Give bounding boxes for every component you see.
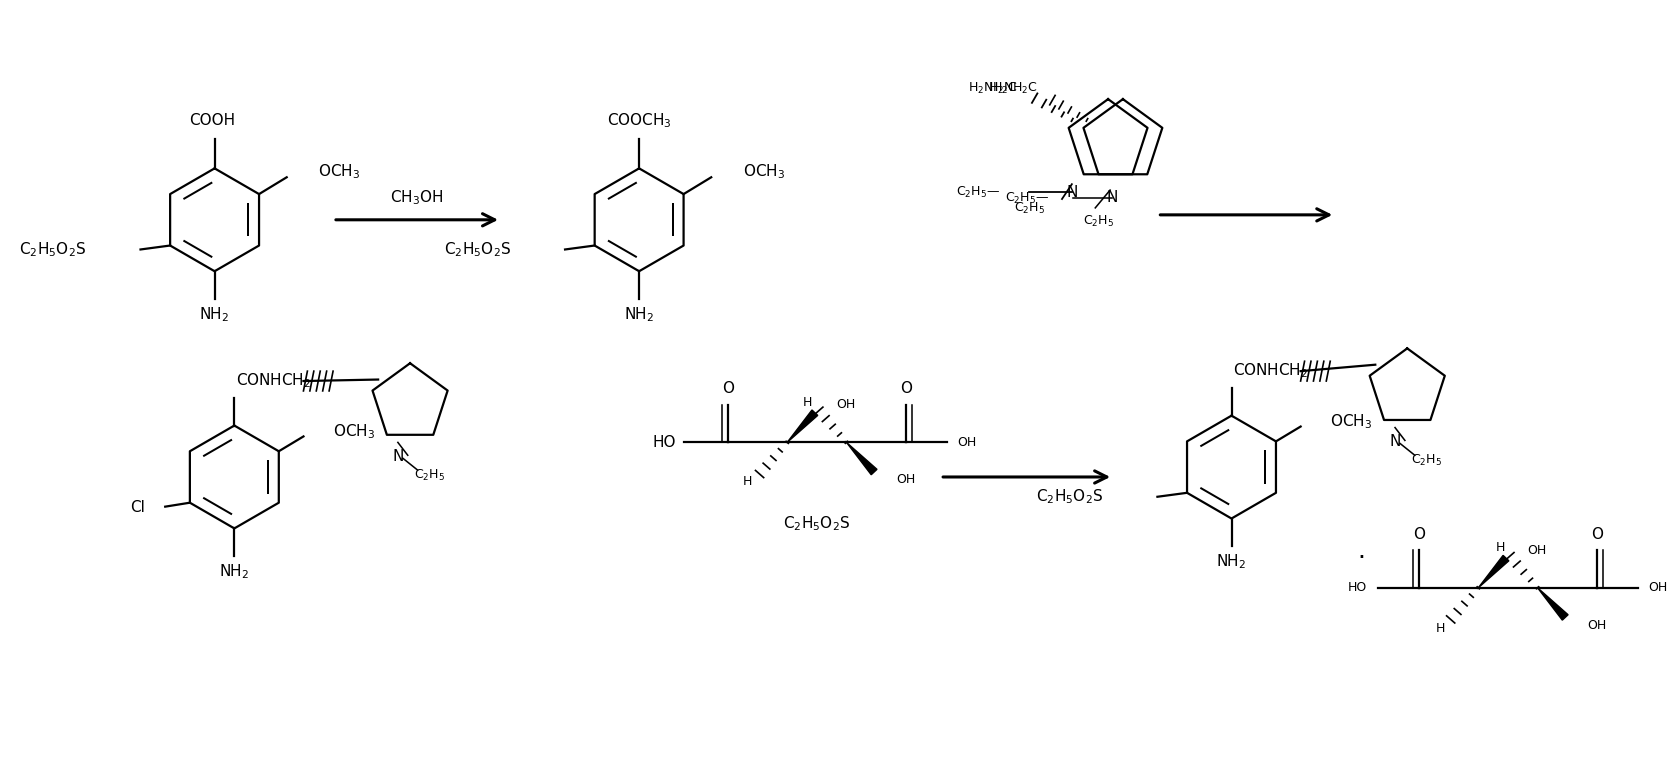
Text: OH: OH — [1587, 619, 1606, 632]
Text: OCH$_3$: OCH$_3$ — [742, 162, 784, 180]
Polygon shape — [1478, 555, 1508, 588]
Text: OH: OH — [1649, 581, 1668, 594]
Text: H$_2$NH$_2$C: H$_2$NH$_2$C — [989, 81, 1037, 96]
Text: C$_2$H$_5$: C$_2$H$_5$ — [1014, 201, 1044, 217]
Text: H: H — [1436, 622, 1445, 635]
Text: HO: HO — [652, 435, 675, 450]
Text: CH$_3$OH: CH$_3$OH — [391, 189, 444, 207]
Text: ·: · — [1358, 546, 1366, 570]
Polygon shape — [788, 410, 818, 442]
Text: C$_2$H$_5$O$_2$S: C$_2$H$_5$O$_2$S — [18, 240, 85, 259]
Text: C$_2$H$_5$: C$_2$H$_5$ — [414, 468, 446, 482]
Text: C$_2$H$_5$: C$_2$H$_5$ — [1411, 452, 1441, 468]
Text: N: N — [392, 449, 404, 464]
Text: OH: OH — [1529, 544, 1547, 557]
Text: H$_2$NH$_2$C: H$_2$NH$_2$C — [969, 81, 1017, 96]
Text: OH: OH — [836, 399, 856, 412]
Text: NH$_2$: NH$_2$ — [220, 563, 250, 581]
Text: OH: OH — [897, 473, 915, 486]
Text: OCH$_3$: OCH$_3$ — [318, 162, 360, 180]
Text: O: O — [1413, 527, 1425, 542]
Text: N: N — [1066, 184, 1078, 200]
Text: O: O — [1591, 527, 1602, 542]
Text: HO: HO — [1348, 581, 1368, 594]
Text: OCH$_3$: OCH$_3$ — [1331, 412, 1373, 431]
Text: H: H — [803, 396, 811, 409]
Text: C$_2$H$_5$O$_2$S: C$_2$H$_5$O$_2$S — [783, 514, 850, 533]
Text: C$_2$H$_5$—: C$_2$H$_5$— — [955, 184, 1001, 200]
Text: CONHCH$_2$: CONHCH$_2$ — [236, 372, 312, 390]
Text: N: N — [1389, 434, 1401, 449]
Text: O: O — [900, 382, 912, 396]
Text: N: N — [1106, 190, 1118, 206]
Text: COOH: COOH — [189, 114, 236, 128]
Text: C$_2$H$_5$O$_2$S: C$_2$H$_5$O$_2$S — [444, 240, 511, 259]
Text: OH: OH — [957, 436, 977, 449]
Polygon shape — [1537, 588, 1569, 620]
Text: CONHCH$_2$: CONHCH$_2$ — [1234, 362, 1309, 380]
Text: NH$_2$: NH$_2$ — [1217, 553, 1247, 571]
Text: H: H — [1495, 541, 1505, 554]
Text: Cl: Cl — [131, 500, 146, 515]
Text: NH$_2$: NH$_2$ — [623, 306, 654, 324]
Text: COOCH$_3$: COOCH$_3$ — [607, 111, 672, 131]
Text: H: H — [742, 475, 753, 488]
Text: O: O — [722, 382, 734, 396]
Polygon shape — [846, 442, 877, 475]
Text: C$_2$H$_5$O$_2$S: C$_2$H$_5$O$_2$S — [1036, 488, 1103, 506]
Text: C$_2$H$_5$—: C$_2$H$_5$— — [1006, 190, 1049, 206]
Text: C$_2$H$_5$: C$_2$H$_5$ — [1083, 214, 1115, 230]
Text: NH$_2$: NH$_2$ — [199, 306, 230, 324]
Text: OCH$_3$: OCH$_3$ — [334, 422, 375, 441]
